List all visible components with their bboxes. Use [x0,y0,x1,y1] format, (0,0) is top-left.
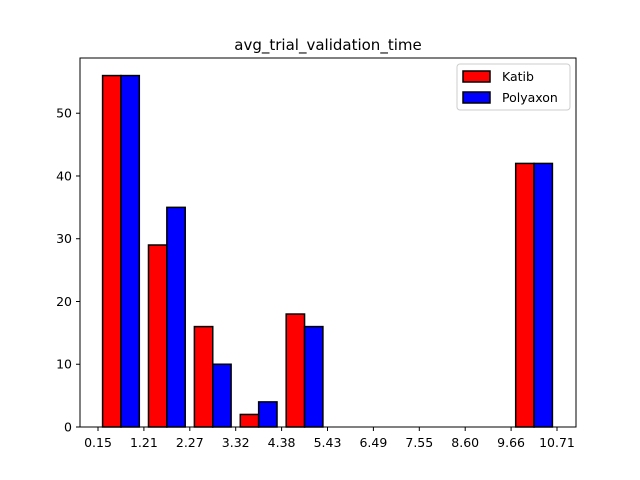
bar-polyaxon-1 [166,206,186,428]
bar-polyaxon-0 [120,74,141,428]
axes-layer: 0 10 20 30 40 50 0.15 1.21 2.27 3.32 4.38 5.43 6.49 7… [56,57,577,450]
x-tick-label-10: 10.71 [539,435,575,450]
x-tick-label-4: 4.38 [268,435,296,450]
chart-title: avg_trial_validation_time [234,36,421,55]
y-tick-label-1: 10 [56,357,72,372]
bar-polyaxon-4 [303,325,324,428]
y-tick-label-4: 40 [56,168,72,183]
legend-swatch-polyaxon [462,91,491,104]
x-tick-label-0: 0.15 [84,435,112,450]
bar-katib-0 [101,74,122,428]
y-tick-label-2: 20 [56,294,72,309]
legend: Katib Polyaxon [456,63,571,111]
bar-polyaxon-9 [533,162,554,428]
bar-katib-2 [193,325,214,428]
x-tick-label-1: 1.21 [130,435,158,450]
bar-polyaxon-3 [257,401,278,428]
x-tick-label-3: 3.32 [222,435,250,450]
y-tick-label-0: 0 [64,420,72,435]
x-tick-label-8: 8.60 [451,435,479,450]
legend-label-polyaxon: Polyaxon [502,90,558,105]
bar-katib-3 [239,413,260,428]
bar-katib-1 [147,244,168,428]
x-tick-label-9: 9.66 [497,435,525,450]
y-tick-label-3: 30 [56,231,72,246]
bar-katib-4 [285,313,306,428]
legend-label-katib: Katib [502,69,534,84]
x-tick-label-2: 2.27 [176,435,204,450]
legend-swatch-katib [462,70,491,83]
x-tick-label-6: 6.49 [359,435,387,450]
y-tick-label-5: 50 [56,106,72,121]
x-tick-label-5: 5.43 [314,435,342,450]
x-tick-label-7: 7.55 [405,435,433,450]
bar-polyaxon-2 [212,363,232,428]
bar-katib-9 [514,162,535,428]
